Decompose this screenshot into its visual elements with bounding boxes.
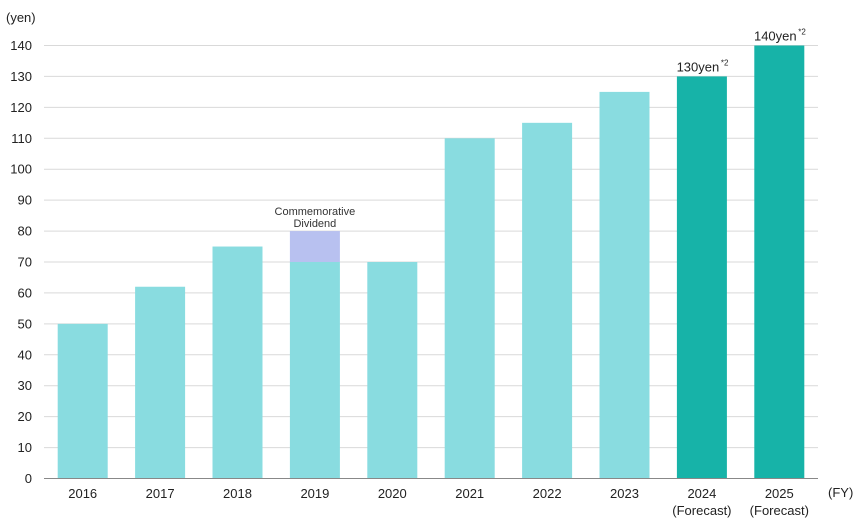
x-tick-sublabel: (Forecast) [750, 503, 809, 518]
y-tick-label: 90 [18, 193, 32, 208]
x-tick-label: 2019 [300, 486, 329, 501]
y-axis-unit-label: (yen) [6, 10, 36, 25]
x-tick-sublabel: (Forecast) [672, 503, 731, 518]
x-tick-label: 2017 [146, 486, 175, 501]
y-tick-label: 10 [18, 440, 32, 455]
y-tick-label: 40 [18, 347, 32, 362]
bar-2019-commemorative-segment [289, 231, 340, 262]
bar-2016 [57, 323, 108, 479]
y-tick-label: 70 [18, 255, 32, 270]
y-tick-label: 120 [10, 100, 32, 115]
bar-2024 [676, 76, 727, 479]
x-tick-label: 2025 [765, 486, 794, 501]
x-axis-unit-label: (FY) [828, 485, 853, 500]
x-tick-label: 2021 [455, 486, 484, 501]
commemorative-dividend-label: Dividend [293, 218, 336, 230]
y-tick-label: 130 [10, 69, 32, 84]
y-tick-label: 30 [18, 378, 32, 393]
commemorative-dividend-label: Commemorative [275, 206, 356, 218]
y-tick-label: 20 [18, 409, 32, 424]
bar-2019 [289, 262, 340, 479]
x-tick-label: 2022 [533, 486, 562, 501]
x-tick-label: 2018 [223, 486, 252, 501]
bar-2021 [444, 138, 495, 479]
data-label-footnote-mark: *2 [721, 58, 729, 67]
y-tick-label: 80 [18, 224, 32, 239]
bar-2017 [135, 286, 186, 479]
y-tick-label: 110 [11, 131, 32, 146]
bar-2025 [754, 45, 805, 479]
y-tick-label: 100 [10, 162, 32, 177]
y-tick-label: 60 [18, 285, 32, 300]
bar-2020 [367, 262, 418, 479]
bar-2022 [522, 122, 573, 479]
y-tick-label: 140 [10, 38, 32, 53]
data-label-footnote-mark: *2 [798, 28, 806, 37]
x-tick-label: 2020 [378, 486, 407, 501]
x-tick-label: 2024 [687, 486, 716, 501]
data-label: 140yen [754, 29, 797, 44]
x-tick-label: 2016 [68, 486, 97, 501]
y-tick-label: 0 [25, 471, 32, 486]
bar-2023 [599, 91, 650, 479]
data-label: 130yen [677, 59, 720, 74]
x-tick-label: 2023 [610, 486, 639, 501]
bar-2018 [212, 246, 263, 479]
y-tick-label: 50 [18, 316, 32, 331]
axes: 0 10 20 30 40 50 60 70 80 90 100 110 120 130 140 2016 20… [10, 38, 818, 518]
